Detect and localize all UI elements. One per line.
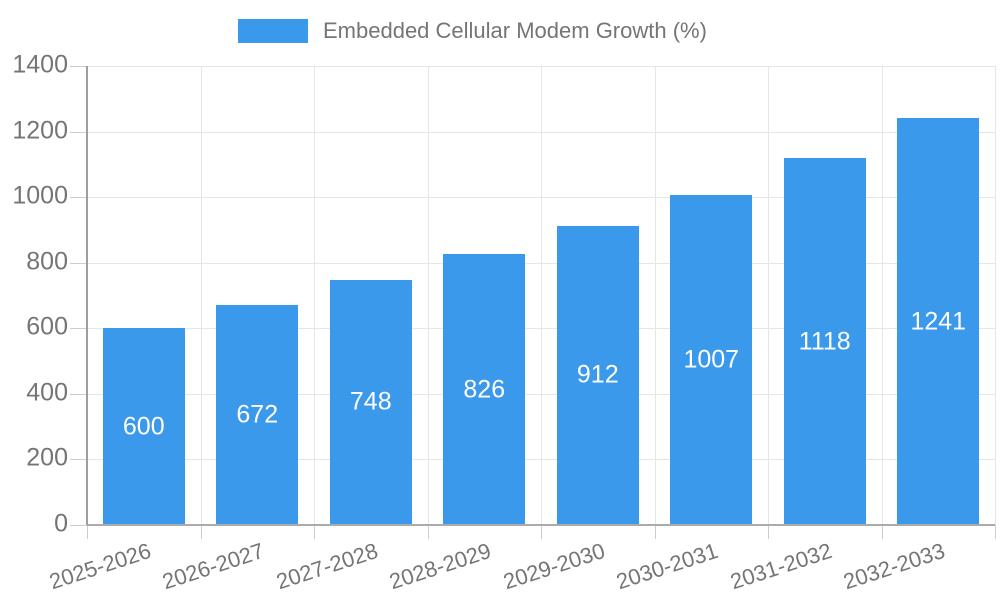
v-gridline [995,66,996,525]
bar-value-label: 600 [122,412,165,441]
bar [897,118,980,525]
y-axis-tick-label: 1400 [12,50,68,79]
x-axis-tick [995,525,996,539]
y-axis-tick-label: 1000 [12,181,68,210]
x-axis-tick [427,525,429,539]
bar-value-label: 1241 [910,307,967,336]
bar [670,194,753,525]
y-axis-tick [70,459,87,461]
v-gridline [427,66,429,525]
bar-value-label: 672 [236,400,279,429]
x-axis-tick [881,525,883,539]
y-axis-tick [70,262,87,264]
x-axis-category-label: 2032-2033 [840,538,948,595]
x-axis-category-label: 2031-2032 [726,538,835,595]
bar-value-label: 748 [349,387,392,416]
y-axis-tick-label: 400 [26,378,68,407]
bar [556,225,639,525]
y-axis-tick-label: 0 [54,509,68,538]
bar-value-label: 826 [463,375,506,404]
v-gridline [541,66,542,525]
y-axis-tick [70,66,87,67]
bar-value-label: 912 [576,360,619,389]
legend-label: Embedded Cellular Modem Growth (%) [323,18,707,43]
x-axis-category-label: 2027-2028 [272,538,381,595]
legend-swatch [238,19,308,43]
x-axis-category-label: 2030-2031 [613,538,721,595]
bar [102,328,185,525]
bar [216,304,299,525]
x-axis-category-label: 2025-2026 [45,538,154,595]
bar-value-label: 1007 [683,345,740,374]
x-axis-tick [541,525,542,539]
v-gridline [654,66,656,525]
v-gridline [314,66,315,525]
legend: Embedded Cellular Modem Growth (%) [238,18,707,44]
bar-value-label: 1118 [798,327,851,356]
x-axis-tick [87,525,88,539]
y-axis-tick-label: 1200 [12,115,68,144]
v-gridline [881,66,883,525]
y-axis-tick-label: 200 [26,443,68,472]
bar [329,279,412,525]
x-axis-tick [314,525,315,539]
y-axis-tick-label: 800 [26,247,68,276]
v-gridline [200,66,202,525]
v-gridline [768,66,769,525]
y-axis-line [86,66,88,525]
y-axis-tick [70,131,87,133]
x-axis-category-label: 2029-2030 [499,538,608,595]
y-axis-tick-label: 600 [26,312,68,341]
x-axis-line [87,524,995,526]
y-axis-tick [70,393,87,395]
bar [443,254,526,525]
x-axis-category-label: 2026-2027 [159,538,267,595]
y-axis-tick [70,197,87,199]
y-axis-tick [70,525,87,526]
x-axis-tick [200,525,202,539]
x-axis-category-label: 2028-2029 [386,538,494,595]
x-axis-tick [768,525,769,539]
y-axis-tick [70,328,87,330]
x-axis-tick [654,525,656,539]
bar [783,158,866,525]
